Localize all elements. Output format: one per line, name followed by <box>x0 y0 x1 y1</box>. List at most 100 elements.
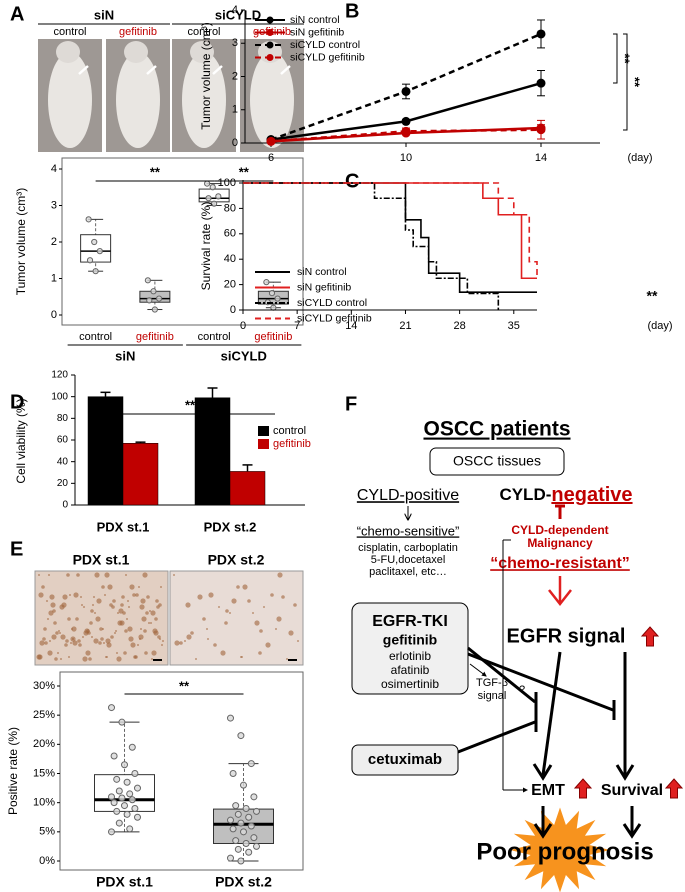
stain-dot <box>242 584 248 590</box>
series-marker <box>536 78 546 88</box>
series-marker <box>266 136 276 146</box>
tki-drug: gefitinib <box>383 632 437 648</box>
y-tick-label: 80 <box>57 413 69 424</box>
tki-drug: afatinib <box>391 663 430 677</box>
arrow-head <box>533 823 553 839</box>
data-point <box>108 828 115 836</box>
data-point <box>118 794 126 802</box>
stain-dot <box>123 651 127 655</box>
y-tick-label: 100 <box>218 177 236 189</box>
y-axis-label: Tumor volume (cm³) <box>199 22 213 130</box>
significance-label: ** <box>647 288 658 304</box>
data-point <box>247 760 255 768</box>
data-point <box>96 248 103 255</box>
significance-bracket <box>623 33 628 131</box>
data-point <box>234 845 242 853</box>
y-tick-label: 80 <box>224 202 236 214</box>
stain-dot <box>47 650 53 656</box>
data-point <box>92 268 99 275</box>
significance-label: ** <box>239 164 250 179</box>
stain-dot <box>185 602 191 608</box>
survival-curve <box>243 182 537 294</box>
bar <box>194 397 231 506</box>
stain-dot <box>140 598 146 604</box>
stain-dot <box>92 604 94 606</box>
y-axis-label: Cell viability (%) <box>14 398 28 483</box>
tumor-arrow <box>280 65 291 75</box>
data-point <box>123 778 131 786</box>
legend-label: siCYLD control <box>290 39 360 51</box>
series-marker <box>536 125 546 135</box>
bar <box>122 443 159 506</box>
stain-dot <box>252 612 254 614</box>
x-tick-label: 6 <box>268 152 274 164</box>
positive-label: CYLD-positive <box>357 487 459 504</box>
y-tick-label: 0 <box>62 500 68 511</box>
stain-dot <box>89 621 93 625</box>
stain-dot <box>51 634 57 640</box>
malignancy-label: Malignancy <box>527 536 593 550</box>
stain-dot <box>297 640 299 642</box>
stain-dot <box>107 584 113 590</box>
red-arrow-head <box>548 589 572 607</box>
data-point <box>128 796 136 804</box>
y-tick-label: 4 <box>232 4 238 16</box>
stain-dot <box>93 596 95 598</box>
stain-dot <box>49 594 55 600</box>
photo-group-label: siN <box>94 7 114 22</box>
stain-dot <box>64 643 68 647</box>
stain-dot <box>102 628 104 630</box>
outcome-label: Poor prognosis <box>476 838 653 865</box>
data-point <box>121 802 128 810</box>
y-tick-label: 60 <box>57 435 69 446</box>
inhibit-line <box>457 720 536 754</box>
stain-dot <box>135 593 139 597</box>
mouse-body <box>116 52 160 148</box>
stain-dot <box>58 630 60 632</box>
stain-dot <box>96 598 102 604</box>
stain-dot <box>114 632 116 634</box>
data-point <box>232 802 240 810</box>
stain-dot <box>59 632 61 634</box>
y-tick-label: 2 <box>51 236 57 248</box>
stain-dot <box>126 618 128 620</box>
y-axis-label: Positive rate (%) <box>6 727 20 815</box>
data-point <box>245 848 253 856</box>
stain-dot <box>98 641 102 645</box>
tki-drug: osimertinib <box>381 677 439 691</box>
data-point <box>237 819 245 827</box>
data-point <box>209 184 216 191</box>
stain-dot <box>138 634 144 640</box>
box <box>198 188 230 203</box>
stain-dot <box>117 620 123 626</box>
data-point <box>215 193 222 200</box>
stain-dot <box>208 592 214 598</box>
data-point <box>123 810 131 818</box>
x-tick-label: 28 <box>454 320 466 332</box>
stain-dot <box>120 603 124 607</box>
series-marker <box>536 29 546 39</box>
stain-dot <box>83 606 85 608</box>
legend-label: siN control <box>297 266 347 278</box>
legend-label: siCYLD gefitinib <box>297 312 372 324</box>
data-point <box>108 793 115 801</box>
stain-dot <box>70 642 72 644</box>
ihc-photo <box>169 570 304 666</box>
legend-label: siCYLD gefitinib <box>290 51 365 63</box>
data-point <box>250 834 258 842</box>
stain-dot <box>88 657 92 661</box>
data-point <box>227 714 234 722</box>
survival-label: Survival <box>601 782 663 799</box>
tissues-label: OSCC tissues <box>453 453 541 469</box>
stain-dot <box>197 594 203 600</box>
stain-dot <box>48 574 50 576</box>
panel-label: C <box>345 170 359 192</box>
stain-dot <box>138 586 140 588</box>
photo-title: PDX st.2 <box>208 552 265 568</box>
drug-label: cisplatin, carboplatin <box>358 542 458 554</box>
legend-swatch <box>258 426 269 436</box>
stain-dot <box>91 636 93 638</box>
stain-dot <box>270 593 274 597</box>
stain-dot <box>104 572 110 578</box>
x-tick-label: 10 <box>400 152 412 164</box>
